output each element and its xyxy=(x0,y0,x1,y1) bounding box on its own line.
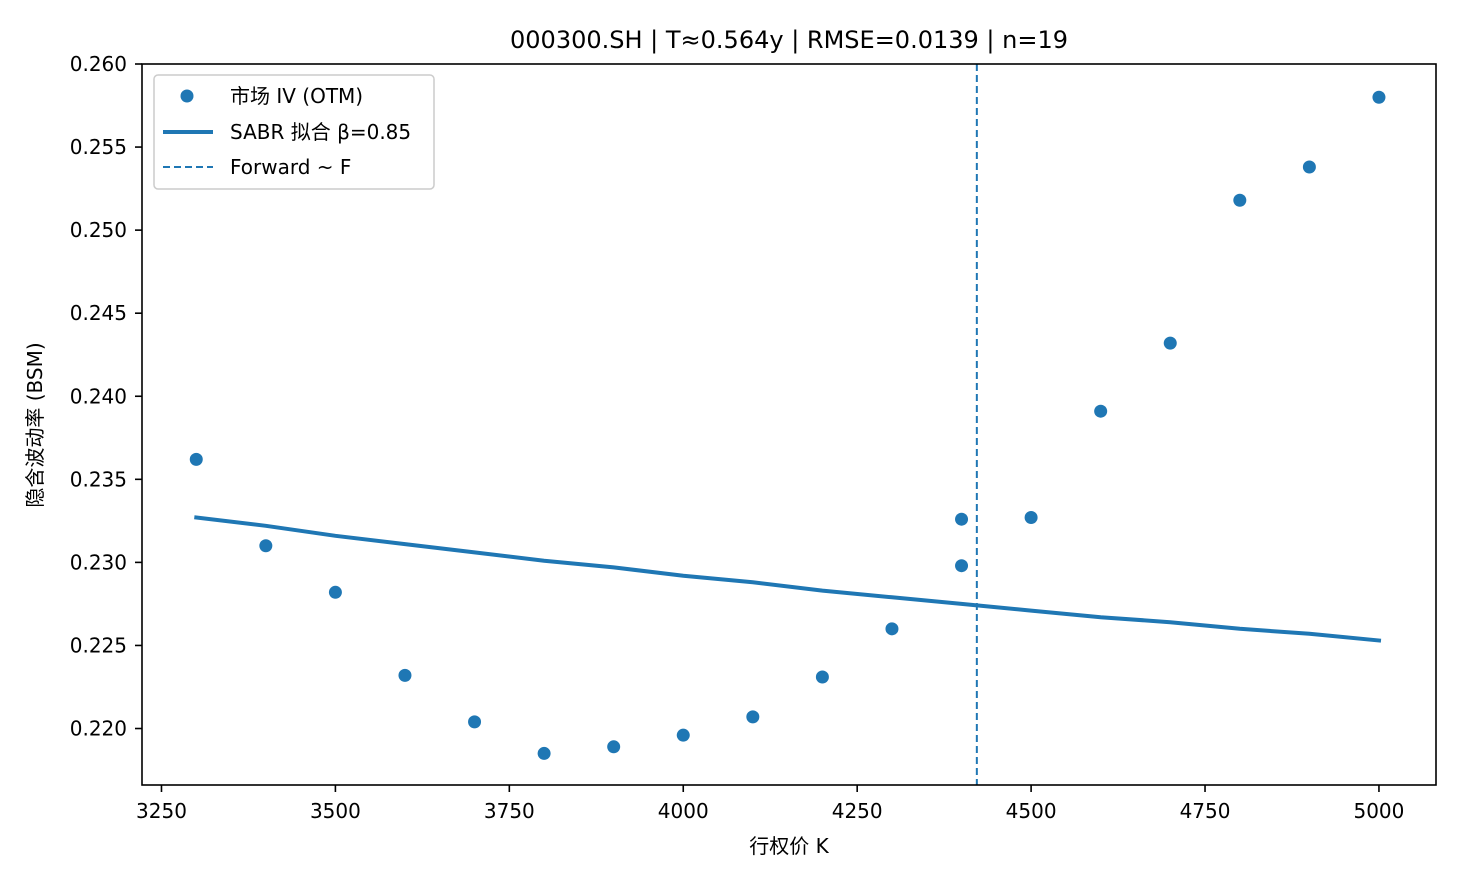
y-tick-label: 0.225 xyxy=(70,633,127,657)
legend-marker-scatter xyxy=(180,89,194,103)
data-point xyxy=(1372,90,1386,104)
plot-frame xyxy=(141,63,1437,786)
x-tick-label: 5000 xyxy=(1353,799,1404,823)
y-tick-label: 0.235 xyxy=(70,467,127,491)
data-point xyxy=(607,740,621,754)
axes: 3250 3500 3750 4000 4250 4500 4750 5000 0.220 0.2… xyxy=(70,52,1437,823)
legend-label: SABR 拟合 β=0.85 xyxy=(230,120,411,144)
x-tick-label: 3250 xyxy=(136,799,187,823)
data-point xyxy=(1163,336,1177,350)
data-point xyxy=(955,512,969,526)
y-axis-label: 隐含波动率 (BSM) xyxy=(23,342,47,507)
data-point xyxy=(398,668,412,682)
data-point xyxy=(1302,160,1316,174)
y-tick-label: 0.220 xyxy=(70,717,127,741)
x-tick-label: 4500 xyxy=(1006,799,1057,823)
data-point xyxy=(885,622,899,636)
y-tick-label: 0.240 xyxy=(70,384,127,408)
x-tick-label: 3500 xyxy=(310,799,361,823)
data-point xyxy=(676,728,690,742)
x-tick-label: 4000 xyxy=(658,799,709,823)
y-tick-label: 0.250 xyxy=(70,218,127,242)
x-tick-label: 4250 xyxy=(832,799,883,823)
legend: 市场 IV (OTM) SABR 拟合 β=0.85 Forward ~ F xyxy=(153,74,435,190)
data-point xyxy=(1233,193,1247,207)
sabr-fit-line xyxy=(194,515,1382,643)
data-point xyxy=(537,746,551,760)
data-point xyxy=(468,715,482,729)
data-point xyxy=(1024,511,1038,525)
plot-area xyxy=(189,64,1386,785)
data-point xyxy=(815,670,829,684)
legend-box xyxy=(153,74,435,190)
y-tick-label: 0.260 xyxy=(70,52,127,76)
x-axis-label: 行权价 K xyxy=(749,834,829,858)
data-point xyxy=(259,539,273,553)
x-tick-label: 4750 xyxy=(1180,799,1231,823)
legend-label: 市场 IV (OTM) xyxy=(230,84,363,108)
chart-title: 000300.SH | T≈0.564y | RMSE=0.0139 | n=1… xyxy=(510,26,1068,54)
legend-label: Forward ~ F xyxy=(230,155,351,179)
data-point xyxy=(955,559,969,573)
data-point xyxy=(189,452,203,466)
data-point xyxy=(328,585,342,599)
x-tick-label: 3750 xyxy=(484,799,535,823)
y-tick-label: 0.245 xyxy=(70,301,127,325)
data-point xyxy=(1094,404,1108,418)
y-tick-label: 0.255 xyxy=(70,135,127,159)
data-point xyxy=(746,710,760,724)
y-tick-label: 0.230 xyxy=(70,550,127,574)
